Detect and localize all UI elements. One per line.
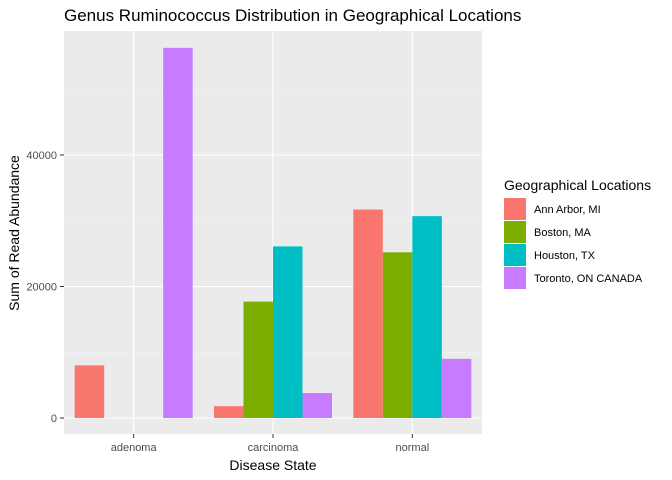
- bar-normal-boston-ma: [382, 252, 413, 418]
- legend-key: [504, 267, 526, 289]
- bar-carcinoma-ann-arbor-mi: [214, 406, 244, 418]
- bar-carcinoma-houston-tx: [273, 246, 303, 418]
- bar-carcinoma-toronto-on-canada: [302, 393, 332, 418]
- legend-title: Geographical Locations: [504, 177, 651, 193]
- x-tick-label: carcinoma: [248, 442, 300, 454]
- y-tick-label: 0: [51, 413, 57, 425]
- bars: [74, 47, 472, 418]
- legend-key: [504, 221, 526, 243]
- legend-label: Ann Arbor, MI: [534, 204, 601, 216]
- y-axis-title: Sum of Read Abundance: [6, 155, 22, 311]
- x-axis-title: Disease State: [229, 457, 316, 473]
- bar-adenoma-toronto-on-canada: [163, 47, 193, 418]
- legend-label: Toronto, ON CANADA: [534, 273, 643, 285]
- axes: 0 20000 40000 adenoma carcinoma normal: [26, 150, 429, 454]
- legend-key: [504, 244, 526, 266]
- chart-title: Genus Ruminococcus Distribution in Geogr…: [64, 6, 521, 25]
- x-tick-label: adenoma: [111, 442, 158, 454]
- legend-label: Houston, TX: [534, 250, 596, 262]
- legend: Geographical Locations Ann Arbor, MI Bost…: [504, 177, 651, 289]
- bar-normal-houston-tx: [412, 216, 442, 418]
- grid-lines: [64, 31, 482, 434]
- bar-normal-ann-arbor-mi: [353, 209, 383, 418]
- y-tick-label: 20000: [26, 282, 57, 294]
- bar-carcinoma-boston-ma: [243, 301, 273, 418]
- bar-normal-toronto-on-canada: [441, 358, 472, 418]
- legend-key: [504, 198, 526, 220]
- y-tick-label: 40000: [26, 150, 57, 162]
- x-tick-label: normal: [396, 442, 430, 454]
- legend-label: Boston, MA: [534, 227, 592, 239]
- bar-adenoma-ann-arbor-mi: [74, 365, 105, 418]
